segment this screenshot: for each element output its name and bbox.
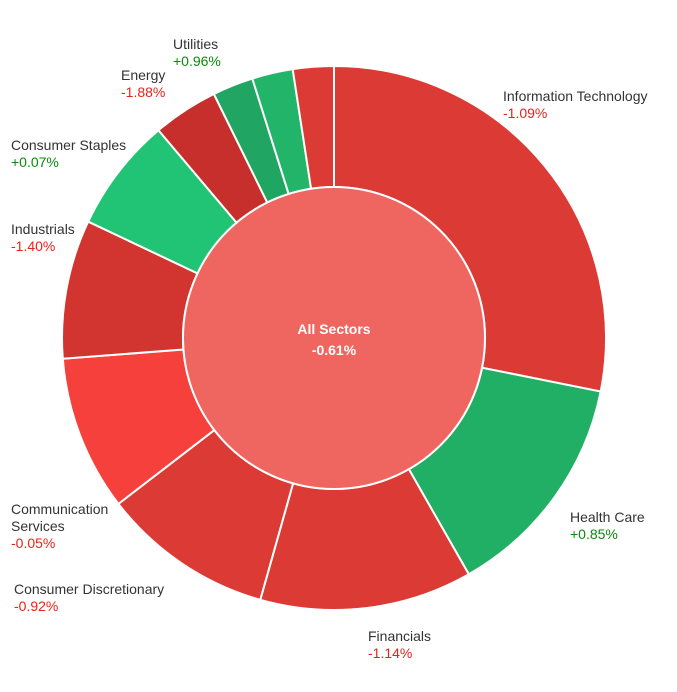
label-consumer-discretionary: Consumer Discretionary <box>14 581 164 597</box>
label-utilities: Utilities <box>173 36 218 52</box>
sector-slices <box>61 64 607 611</box>
center-label: All Sectors <box>297 321 370 337</box>
change-consumer-staples: +0.07% <box>11 154 59 170</box>
change-information-technology: -1.09% <box>503 105 547 121</box>
label-communication-services: Communication <box>11 501 108 517</box>
change-financials: -1.14% <box>368 645 412 661</box>
change-health-care: +0.85% <box>570 526 618 542</box>
change-industrials: -1.40% <box>11 238 55 254</box>
change-communication-services: -0.05% <box>11 535 55 551</box>
label-industrials: Industrials <box>11 221 75 237</box>
label-financials: Financials <box>368 628 431 644</box>
sector-labels: Information Technology-1.09%Health Care+… <box>11 36 648 661</box>
change-utilities: +0.96% <box>173 53 221 69</box>
label-health-care: Health Care <box>570 509 645 525</box>
change-energy: -1.88% <box>121 84 165 100</box>
all-sectors-center[interactable] <box>182 186 486 490</box>
label-energy: Energy <box>121 67 165 83</box>
center-change: -0.61% <box>312 342 357 358</box>
label-communication-services: Services <box>11 518 65 534</box>
change-consumer-discretionary: -0.92% <box>14 598 58 614</box>
label-consumer-staples: Consumer Staples <box>11 137 126 153</box>
label-information-technology: Information Technology <box>503 88 648 104</box>
